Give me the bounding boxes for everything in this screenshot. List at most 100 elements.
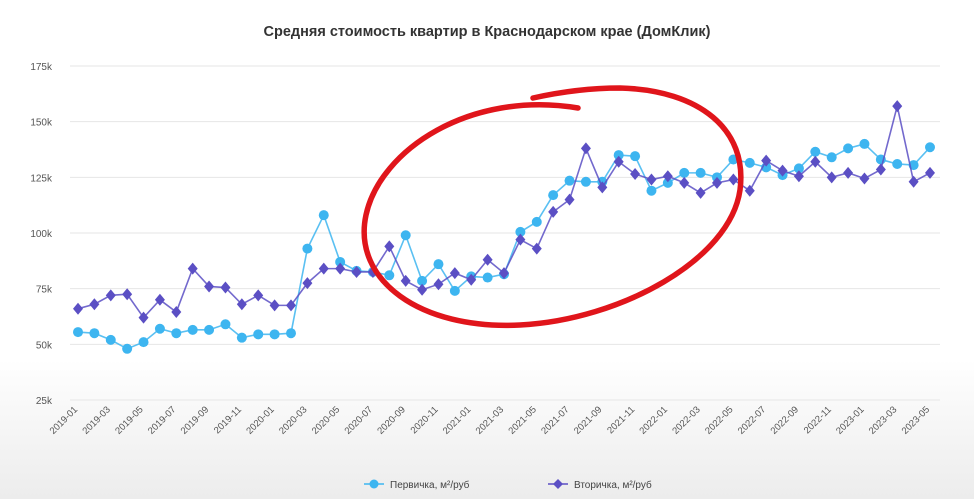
data-point bbox=[597, 181, 608, 194]
data-point bbox=[253, 329, 264, 340]
data-point bbox=[417, 275, 428, 286]
data-point bbox=[646, 185, 657, 196]
data-point bbox=[269, 329, 280, 340]
x-tick-label: 2019-05 bbox=[113, 404, 145, 436]
data-point bbox=[122, 343, 133, 354]
x-tick-label: 2021-07 bbox=[539, 404, 571, 436]
data-point bbox=[564, 193, 575, 206]
data-point bbox=[187, 262, 198, 275]
x-tick-label: 2022-03 bbox=[670, 404, 702, 436]
data-point bbox=[417, 283, 428, 296]
x-tick-label: 2020-11 bbox=[409, 404, 441, 436]
data-point bbox=[105, 334, 116, 345]
x-tick-label: 2019-09 bbox=[179, 404, 211, 436]
data-point bbox=[286, 299, 296, 312]
data-point bbox=[908, 175, 919, 188]
data-point bbox=[384, 270, 395, 281]
data-point bbox=[482, 253, 493, 266]
data-point bbox=[859, 138, 870, 149]
y-tick-label: 50k bbox=[36, 340, 53, 351]
x-tick-label: 2021-01 bbox=[441, 404, 473, 436]
x-tick-label: 2022-11 bbox=[802, 404, 834, 436]
data-point bbox=[843, 166, 854, 179]
x-tick-label: 2022-09 bbox=[769, 404, 801, 436]
data-point bbox=[400, 230, 411, 241]
data-point bbox=[662, 170, 673, 183]
data-point bbox=[154, 323, 165, 334]
x-tick-label: 2023-03 bbox=[867, 404, 899, 436]
y-tick-label: 100k bbox=[30, 229, 53, 240]
data-point bbox=[433, 259, 444, 270]
data-point bbox=[810, 155, 821, 168]
data-point bbox=[482, 272, 493, 283]
data-point bbox=[89, 298, 100, 311]
data-point bbox=[400, 274, 411, 287]
data-point bbox=[613, 150, 624, 161]
data-point bbox=[712, 176, 722, 189]
data-point bbox=[204, 324, 215, 335]
data-point bbox=[793, 163, 804, 174]
data-point bbox=[826, 152, 837, 163]
x-tick-label: 2021-03 bbox=[474, 404, 506, 436]
y-tick-label: 75k bbox=[36, 285, 53, 296]
data-point bbox=[384, 240, 395, 253]
x-tick-label: 2020-01 bbox=[244, 404, 276, 436]
x-tick-label: 2019-03 bbox=[80, 404, 112, 436]
data-point bbox=[89, 328, 100, 339]
data-point bbox=[286, 328, 296, 339]
x-tick-label: 2023-05 bbox=[900, 404, 932, 436]
legend-label: Первичка, м²/руб bbox=[390, 479, 470, 491]
data-point bbox=[73, 327, 83, 338]
data-point bbox=[679, 176, 690, 189]
data-point bbox=[335, 262, 346, 275]
data-point bbox=[105, 289, 116, 302]
data-point bbox=[351, 265, 362, 278]
data-point bbox=[253, 289, 264, 302]
x-tick-label: 2020-07 bbox=[343, 404, 375, 436]
x-tick-label: 2023-01 bbox=[834, 404, 866, 436]
data-point bbox=[466, 273, 477, 286]
data-point bbox=[318, 262, 329, 275]
data-point bbox=[564, 175, 575, 186]
x-tick-label: 2021-11 bbox=[605, 404, 637, 436]
data-point bbox=[335, 256, 346, 267]
x-tick-label: 2020-05 bbox=[310, 404, 342, 436]
legend-marker-diamond bbox=[553, 479, 563, 489]
data-point bbox=[843, 143, 854, 154]
data-point bbox=[154, 293, 165, 306]
data-point bbox=[630, 151, 641, 162]
x-tick-label: 2020-03 bbox=[277, 404, 309, 436]
data-point bbox=[449, 285, 460, 296]
x-tick-label: 2019-01 bbox=[48, 404, 80, 436]
data-point bbox=[826, 171, 837, 184]
data-point bbox=[236, 298, 247, 311]
data-point bbox=[515, 226, 526, 237]
y-tick-label: 25k bbox=[36, 396, 53, 407]
data-point bbox=[531, 242, 542, 255]
data-point bbox=[499, 267, 509, 280]
data-point bbox=[318, 210, 329, 221]
data-point bbox=[220, 281, 231, 294]
data-point bbox=[695, 167, 706, 178]
data-point bbox=[859, 172, 870, 185]
data-point bbox=[695, 186, 706, 199]
data-point bbox=[777, 164, 788, 177]
data-point bbox=[875, 163, 886, 176]
data-point bbox=[433, 278, 444, 291]
data-point bbox=[630, 167, 641, 180]
data-point bbox=[892, 100, 903, 113]
data-point bbox=[269, 299, 280, 312]
x-tick-label: 2022-07 bbox=[736, 404, 768, 436]
data-point bbox=[662, 177, 673, 188]
data-point bbox=[728, 173, 739, 186]
data-point bbox=[613, 155, 624, 168]
data-point bbox=[580, 176, 591, 187]
data-point bbox=[646, 173, 657, 186]
x-tick-label: 2021-09 bbox=[572, 404, 604, 436]
data-point bbox=[548, 205, 559, 218]
data-point bbox=[515, 233, 526, 246]
annotation-ellipse bbox=[361, 85, 744, 329]
data-point bbox=[744, 157, 755, 168]
data-point bbox=[744, 184, 755, 197]
data-point bbox=[220, 319, 231, 330]
